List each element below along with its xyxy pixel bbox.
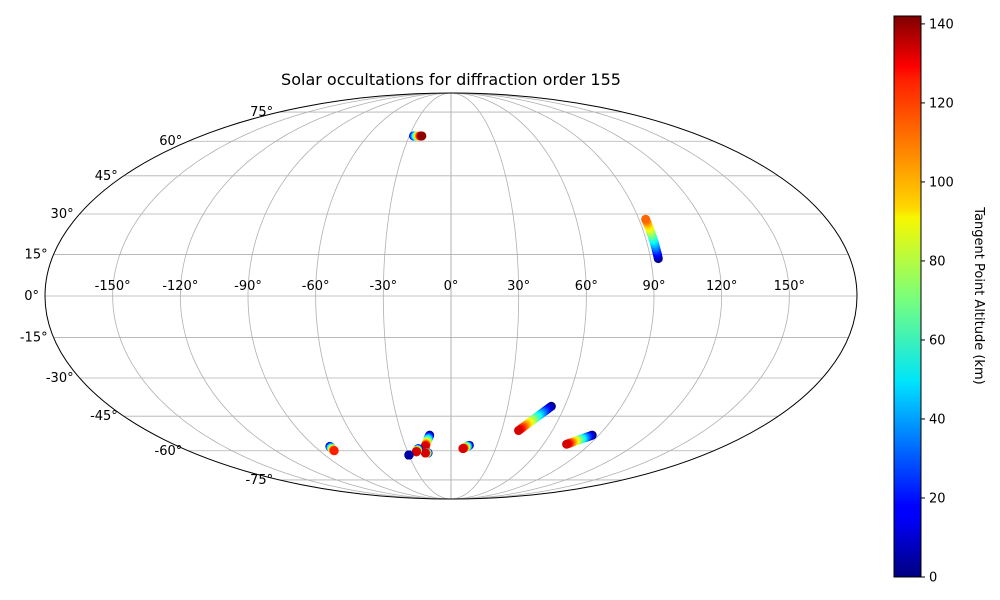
colorbar-tick-label: 60	[929, 333, 946, 348]
longitude-tick-label: 90°	[642, 279, 665, 294]
latitude-tick-label: 60°	[159, 134, 182, 149]
longitude-tick-label: 0°	[444, 279, 459, 294]
colorbar-ticks: 0 20 40 60 80 100 120 140	[921, 17, 954, 586]
occultation-point	[641, 214, 651, 224]
colorbar-gradient	[893, 15, 922, 578]
longitude-tick-label: 150°	[774, 279, 805, 294]
graticule	[45, 93, 857, 499]
longitude-tick-label: -30°	[369, 279, 397, 294]
colorbar-tick-label: 140	[929, 17, 954, 32]
occultation-points	[325, 131, 663, 460]
occultation-point	[458, 444, 468, 454]
longitude-tick-label: 120°	[706, 279, 737, 294]
occultation-point	[329, 446, 339, 456]
occultation-point	[404, 450, 414, 460]
occultation-point	[514, 426, 524, 436]
colorbar-tick-label: 20	[929, 491, 946, 506]
latitude-tick-label: -15°	[20, 331, 48, 346]
latitude-tick-label: 30°	[51, 207, 74, 222]
chart-title: Solar occultations for diffraction order…	[281, 70, 621, 89]
occultation-point	[417, 131, 427, 141]
longitude-tick-label: 60°	[575, 279, 598, 294]
longitude-tick-label: -120°	[162, 279, 198, 294]
longitude-tick-label: -150°	[95, 279, 131, 294]
latitude-tick-labels: -75° -60° -45° -30° -15° 0° 15° 30° 45° 60° 75°	[20, 105, 273, 488]
latitude-tick-label: -45°	[90, 409, 118, 424]
occultation-point	[420, 448, 430, 458]
latitude-tick-label: 45°	[95, 169, 118, 184]
longitude-tick-label: 30°	[507, 279, 530, 294]
colorbar-tick-label: 80	[929, 254, 946, 269]
latitude-tick-label: 0°	[24, 289, 39, 304]
longitude-tick-label: -90°	[234, 279, 262, 294]
longitude-tick-label: -60°	[302, 279, 330, 294]
longitude-tick-labels: -150° -120° -90° -60° -30° 0° 30° 60° 90° 120° 150…	[95, 279, 805, 294]
occultation-point	[562, 439, 572, 449]
colorbar-tick-label: 0	[929, 571, 937, 586]
colorbar: 0 20 40 60 80 100 120 140 Tangent Point Altitud…	[893, 15, 986, 586]
latitude-tick-label: -75°	[245, 473, 273, 488]
occultation-point	[411, 447, 421, 457]
latitude-tick-label: 75°	[250, 105, 273, 120]
latitude-tick-label: -30°	[46, 371, 74, 386]
colorbar-tick-label: 40	[929, 412, 946, 427]
colorbar-tick-label: 120	[929, 96, 954, 111]
latitude-tick-label: 15°	[25, 247, 48, 262]
latitude-tick-label: -60°	[155, 444, 183, 459]
colorbar-tick-label: 100	[929, 175, 954, 190]
colorbar-label: Tangent Point Altitude (km)	[971, 206, 986, 384]
map-boundary	[44, 92, 858, 500]
